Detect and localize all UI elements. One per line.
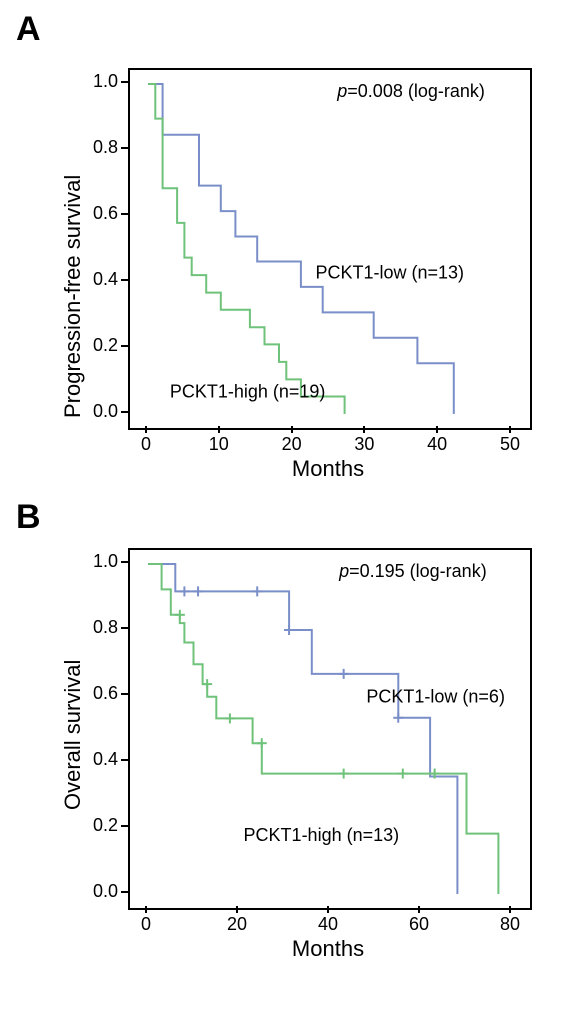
x-tick-mark: [327, 906, 329, 913]
panel-b-plot-area: p=0.195 (log-rank) PCKT1-low (n=6) PCKT1-h…: [128, 548, 532, 910]
censor-mark: [202, 679, 212, 689]
censor-mark: [225, 713, 235, 723]
y-tick-mark: [121, 81, 128, 83]
censor-mark: [339, 669, 349, 679]
censor-mark: [257, 738, 267, 748]
annotation-high_label: PCKT1-high (n=13): [244, 825, 400, 845]
y-tick-mark: [121, 345, 128, 347]
x-tick-mark: [145, 426, 147, 433]
x-tick-label: 0: [131, 914, 161, 935]
y-tick-label: 0.4: [93, 269, 118, 290]
panel-b-chart: Overall survival Months p=0.195 (log-ran…: [0, 0, 576, 1011]
y-tick-label: 0.8: [93, 137, 118, 158]
censor-mark: [398, 769, 408, 779]
y-tick-mark: [121, 279, 128, 281]
x-tick-mark: [509, 426, 511, 433]
y-tick-label: 0.8: [93, 617, 118, 638]
x-tick-label: 20: [222, 914, 252, 935]
y-tick-label: 0.2: [93, 815, 118, 836]
x-tick-mark: [509, 906, 511, 913]
y-tick-label: 0.4: [93, 749, 118, 770]
y-tick-label: 1.0: [93, 551, 118, 572]
x-tick-label: 30: [349, 434, 379, 455]
censor-mark: [284, 625, 294, 635]
y-tick-mark: [121, 561, 128, 563]
y-tick-mark: [121, 693, 128, 695]
censor-mark: [339, 769, 349, 779]
x-tick-label: 10: [204, 434, 234, 455]
y-tick-label: 0.6: [93, 203, 118, 224]
censor-mark: [175, 610, 185, 620]
annotation-low_label: PCKT1-low (n=6): [366, 687, 505, 707]
y-tick-label: 0.0: [93, 401, 118, 422]
figure-page: A Progression-free survival Months p=0.0…: [0, 0, 576, 1011]
y-tick-label: 0.0: [93, 881, 118, 902]
x-tick-label: 0: [131, 434, 161, 455]
y-tick-label: 0.6: [93, 683, 118, 704]
x-tick-mark: [145, 906, 147, 913]
panel-b-xlabel: Months: [128, 936, 528, 962]
x-tick-mark: [218, 426, 220, 433]
y-tick-mark: [121, 759, 128, 761]
x-tick-mark: [236, 906, 238, 913]
x-tick-label: 60: [404, 914, 434, 935]
y-tick-mark: [121, 213, 128, 215]
y-tick-mark: [121, 891, 128, 893]
x-tick-mark: [418, 906, 420, 913]
y-tick-label: 0.2: [93, 335, 118, 356]
panel-b-ylabel: Overall survival: [60, 660, 86, 810]
censor-mark: [193, 586, 203, 596]
x-tick-mark: [436, 426, 438, 433]
x-tick-label: 40: [313, 914, 343, 935]
y-tick-mark: [121, 825, 128, 827]
censor-mark: [179, 586, 189, 596]
x-tick-mark: [291, 426, 293, 433]
y-tick-mark: [121, 147, 128, 149]
x-tick-label: 40: [422, 434, 452, 455]
y-tick-label: 1.0: [93, 71, 118, 92]
panel-b-svg: p=0.195 (log-rank) PCKT1-low (n=6) PCKT1-h…: [130, 550, 530, 908]
x-tick-label: 50: [495, 434, 525, 455]
y-tick-mark: [121, 411, 128, 413]
x-tick-mark: [363, 426, 365, 433]
x-tick-label: 80: [495, 914, 525, 935]
annotation-p_value: p=0.195 (log-rank): [338, 561, 487, 581]
y-tick-mark: [121, 627, 128, 629]
x-tick-label: 20: [277, 434, 307, 455]
censor-mark: [393, 713, 403, 723]
censor-mark: [252, 586, 262, 596]
